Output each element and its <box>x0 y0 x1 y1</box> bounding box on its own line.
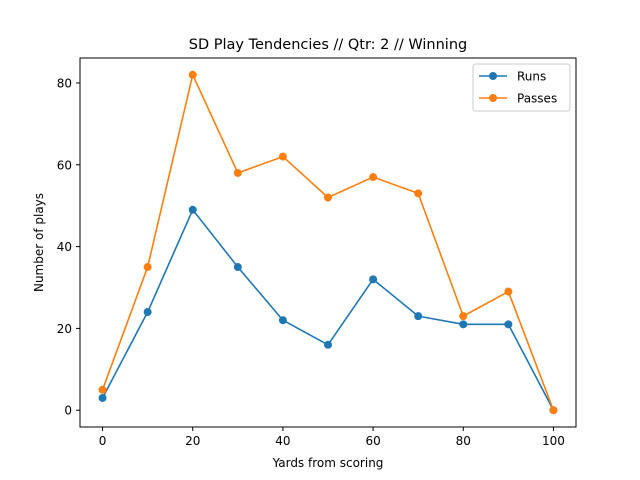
data-point-passes <box>143 263 152 272</box>
x-tick-label: 0 <box>99 434 107 448</box>
data-point-passes <box>98 385 107 394</box>
data-point-runs <box>504 320 513 329</box>
data-point-passes <box>188 70 197 79</box>
data-point-runs <box>188 205 197 214</box>
data-point-runs <box>98 393 107 402</box>
legend-marker-passes <box>489 94 497 102</box>
data-point-runs <box>414 312 423 321</box>
series-line-runs <box>101 208 555 411</box>
plot-frame <box>79 57 577 428</box>
x-tick-label: 60 <box>365 434 380 448</box>
data-point-passes <box>278 152 287 161</box>
legend: Runs Passes <box>472 63 571 112</box>
data-point-runs <box>324 340 332 349</box>
data-point-passes <box>233 168 242 177</box>
data-point-runs <box>143 308 152 317</box>
y-tick-label: 40 <box>57 240 72 254</box>
y-tick-label: 80 <box>57 76 72 90</box>
chart-title: SD Play Tendencies // Qtr: 2 // Winning <box>189 37 467 53</box>
data-point-passes <box>549 406 558 415</box>
x-tick-label: 20 <box>185 434 200 448</box>
y-tick-label: 20 <box>57 322 72 336</box>
series-layer <box>98 70 558 415</box>
data-point-passes <box>504 287 513 296</box>
y-tick-label: 0 <box>64 404 72 418</box>
data-point-passes <box>414 189 423 198</box>
y-axis-label: Number of plays <box>32 193 46 292</box>
y-axis: 0 20 40 60 80 <box>57 76 80 418</box>
legend-marker-runs <box>489 72 497 80</box>
x-axis: 0 20 40 60 80 100 <box>99 427 565 448</box>
y-tick-label: 60 <box>57 158 72 172</box>
data-point-passes <box>324 193 332 202</box>
data-point-runs <box>278 316 287 325</box>
data-point-runs <box>369 275 378 284</box>
data-point-runs <box>233 263 242 272</box>
legend-label-passes: Passes <box>517 92 557 106</box>
x-tick-label: 80 <box>456 434 471 448</box>
x-tick-label: 40 <box>275 434 290 448</box>
data-point-passes <box>369 173 378 182</box>
series-line-passes <box>101 73 555 411</box>
data-point-runs <box>459 320 468 329</box>
data-point-passes <box>459 312 468 321</box>
x-axis-label: Yards from scoring <box>272 456 384 470</box>
legend-label-runs: Runs <box>517 70 546 84</box>
x-tick-label: 100 <box>542 434 565 448</box>
